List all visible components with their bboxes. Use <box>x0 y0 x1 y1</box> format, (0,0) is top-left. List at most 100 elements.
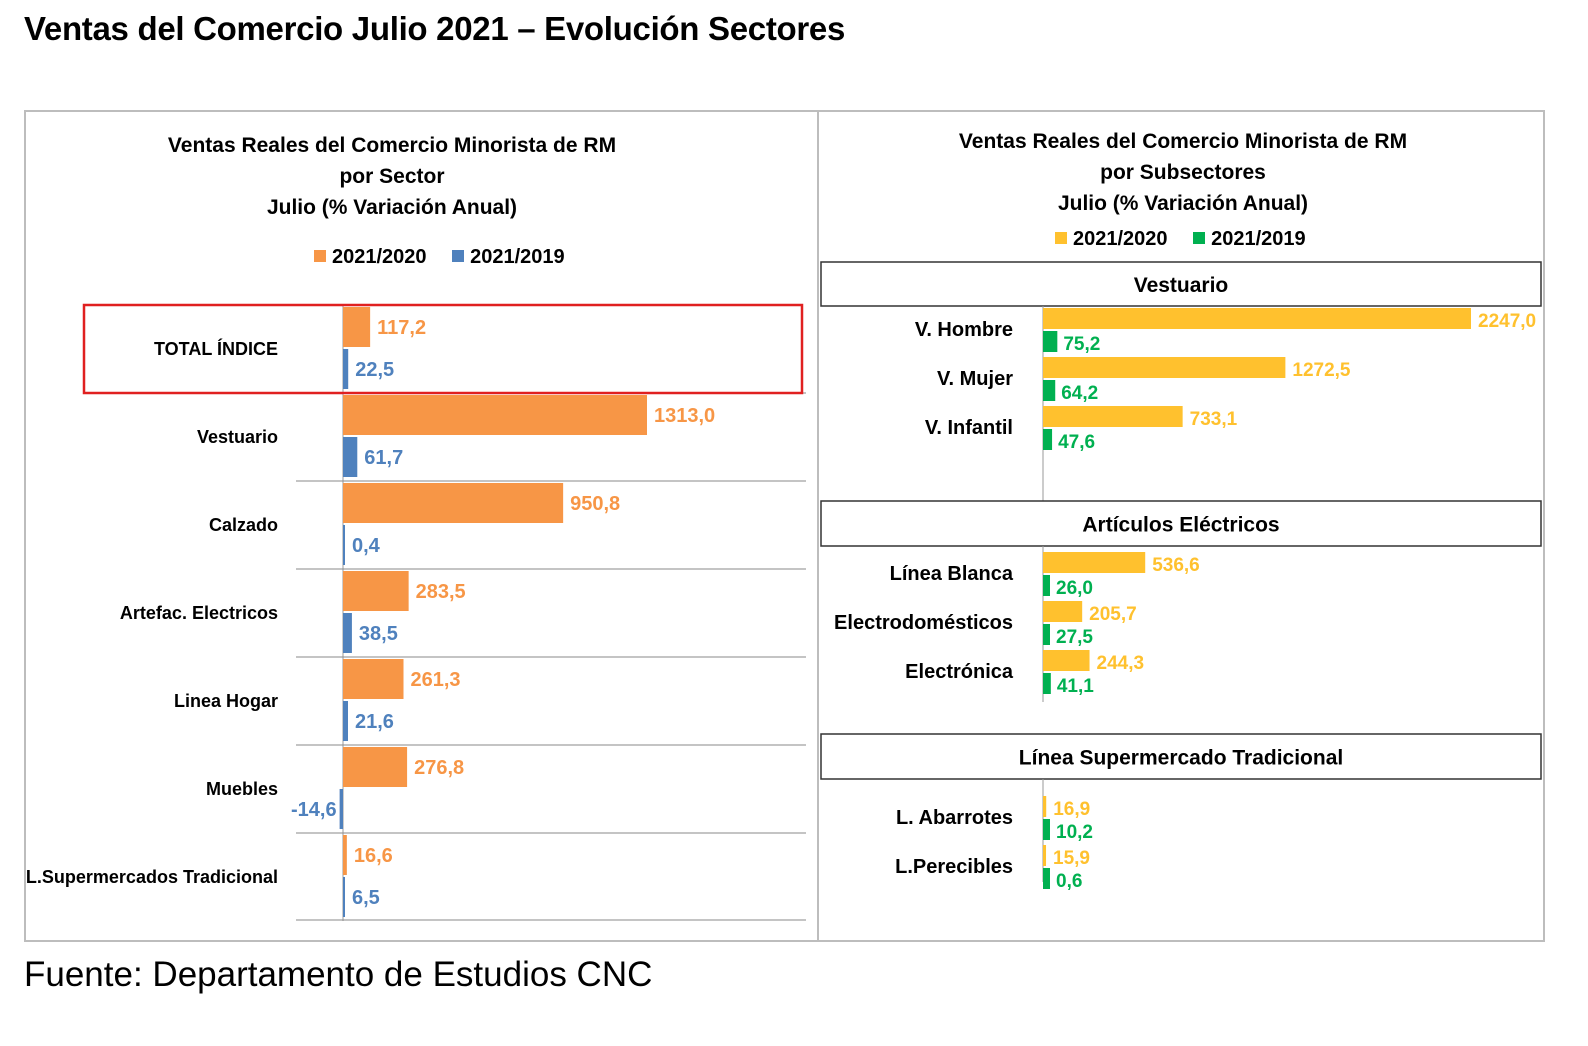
category-label-v-infantil: V. Infantil <box>925 417 1013 439</box>
data-label: 41,1 <box>1057 676 1094 697</box>
chart-title-line-2: por Sector <box>339 165 445 188</box>
bar-l-perecibles-2021-2020 <box>1043 845 1047 866</box>
legend-swatch-orange <box>314 249 326 262</box>
bar-artefac-electricos-2021-2019 <box>343 613 352 653</box>
legend-item-2021-2019: 2021/2019 <box>1193 228 1306 250</box>
legend-swatch-blue <box>452 249 465 262</box>
data-label: -14,6 <box>291 799 337 821</box>
data-label: 1272,5 <box>1292 360 1351 381</box>
bar-linea-blanca-2021-2020 <box>1043 552 1146 573</box>
data-label: 117,2 <box>377 317 426 339</box>
bar-linea-blanca-2021-2019 <box>1043 575 1050 596</box>
bar-calzado-2021-2019 <box>343 525 345 565</box>
bar-v-hombre-2021-2020 <box>1043 308 1471 329</box>
data-label: 15,9 <box>1053 848 1090 869</box>
bar-vestuario-2021-2019 <box>343 437 358 477</box>
data-label: 16,9 <box>1053 799 1090 820</box>
group-band-articulos-electricos <box>820 500 1542 547</box>
bar-v-mujer-2021-2020 <box>1043 357 1286 378</box>
data-label: 205,7 <box>1089 604 1137 625</box>
chart-title-sector: Ventas Reales del Comercio Minorista de … <box>26 130 758 223</box>
category-label-v-hombre: V. Hombre <box>915 319 1013 341</box>
data-label: 16,6 <box>354 845 393 867</box>
category-label-l-supermercados-tradicional: L.Supermercados Tradicional <box>26 867 278 887</box>
data-label: 10,2 <box>1056 822 1093 843</box>
bar-chart-subsector: Vestuario V. Hombre 2247,0 75,2 V. Mujer 1272… <box>820 261 1542 892</box>
data-label: 733,1 <box>1190 409 1238 430</box>
category-label-muebles: Muebles <box>206 779 278 799</box>
bar-vestuario-2021-2020 <box>343 395 647 435</box>
bar-electronica-2021-2020 <box>1043 650 1090 671</box>
data-label: 244,3 <box>1097 653 1145 674</box>
legend-item-2021-2020: 2021/2020 <box>314 246 432 268</box>
bar-linea-hogar-2021-2019 <box>343 701 349 741</box>
data-label: 2247,0 <box>1478 311 1536 332</box>
category-label-electronica: Electrónica <box>905 661 1014 683</box>
category-label-l-perecibles: L.Perecibles <box>895 856 1013 878</box>
legend-swatch-yellow <box>1055 231 1067 244</box>
group-label-articulos-electricos: Artículos Eléctricos <box>1082 514 1279 537</box>
chart-legend-sector: 2021/2020 2021/2019 <box>314 246 585 269</box>
legend-swatch-green <box>1193 231 1206 244</box>
data-label: 26,0 <box>1056 578 1093 599</box>
category-label-linea-blanca: Línea Blanca <box>890 563 1014 585</box>
data-label: 21,6 <box>355 711 394 733</box>
bar-l-supermercados-tradicional-2021-2019 <box>343 877 345 917</box>
chart-panel-by-sector: Ventas Reales del Comercio Minorista de … <box>24 110 819 942</box>
legend-label: 2021/2020 <box>1073 228 1168 250</box>
bar-l-supermercados-tradicional-2021-2020 <box>343 835 347 875</box>
bar-calzado-2021-2020 <box>343 483 564 523</box>
data-label: 276,8 <box>414 757 464 779</box>
bar-electrodomesticos-2021-2019 <box>1043 624 1050 645</box>
data-label: 64,2 <box>1061 383 1098 404</box>
data-label: 6,5 <box>352 887 380 909</box>
bar-linea-hogar-2021-2020 <box>343 659 404 699</box>
chart-title-line-2: por Subsectores <box>1100 161 1266 184</box>
group-label-vestuario: Vestuario <box>1134 274 1229 297</box>
bar-v-hombre-2021-2019 <box>1043 331 1058 352</box>
category-label-v-mujer: V. Mujer <box>937 368 1013 390</box>
chart-title-line-3: Julio (% Variación Anual) <box>266 196 518 219</box>
group-band-linea-supermercado-tradicional <box>820 733 1542 780</box>
page-title: Ventas del Comercio Julio 2021 – Evoluci… <box>24 10 846 47</box>
bar-electronica-2021-2019 <box>1043 673 1051 694</box>
bar-l-perecibles-2021-2019 <box>1043 868 1050 889</box>
data-label: 261,3 <box>410 669 460 691</box>
chart-title-line-1: Ventas Reales del Comercio Minorista de … <box>958 130 1408 153</box>
group-band-vestuario <box>820 261 1542 307</box>
data-label: 38,5 <box>359 623 398 645</box>
legend-label: 2021/2020 <box>332 246 427 268</box>
bar-total-indice-2021-2019 <box>343 349 349 389</box>
chart-title-line-1: Ventas Reales del Comercio Minorista de … <box>167 134 617 157</box>
data-label: 22,5 <box>355 359 394 381</box>
category-label-l-abarrotes: L. Abarrotes <box>896 807 1013 829</box>
category-label-total-indice: TOTAL ÍNDICE <box>154 338 278 359</box>
chart-legend-subsector: 2021/2020 2021/2019 <box>1055 228 1326 251</box>
source-note: Fuente: Departamento de Estudios CNC <box>24 955 653 994</box>
category-label-electrodomesticos: Electrodomésticos <box>834 612 1013 634</box>
bar-electrodomesticos-2021-2020 <box>1043 601 1083 622</box>
legend-label: 2021/2019 <box>1211 228 1306 250</box>
category-label-vestuario: Vestuario <box>197 427 278 447</box>
chart-title-line-3: Julio (% Variación Anual) <box>1057 192 1309 215</box>
bar-v-infantil-2021-2019 <box>1043 429 1053 450</box>
bar-v-infantil-2021-2020 <box>1043 406 1183 427</box>
legend-item-2021-2020: 2021/2020 <box>1055 228 1173 250</box>
data-label: 950,8 <box>570 493 620 515</box>
category-label-calzado: Calzado <box>209 515 278 535</box>
data-label: 47,6 <box>1058 432 1095 453</box>
data-label: 1313,0 <box>654 405 715 427</box>
bar-muebles-2021-2020 <box>343 747 408 787</box>
highlight-box-total-indice <box>82 303 804 395</box>
bar-chart-sector: TOTAL ÍNDICE 117,2 22,5 Vestuario 1313,0 61,7… <box>26 303 806 921</box>
bar-l-abarrotes-2021-2019 <box>1043 819 1050 840</box>
legend-item-2021-2019: 2021/2019 <box>452 246 565 268</box>
bar-v-mujer-2021-2019 <box>1043 380 1056 401</box>
legend-label: 2021/2019 <box>470 246 565 268</box>
chart-title-subsector: Ventas Reales del Comercio Minorista de … <box>819 126 1547 219</box>
bar-total-indice-2021-2020 <box>343 307 371 347</box>
bar-artefac-electricos-2021-2020 <box>343 571 409 611</box>
data-label: 61,7 <box>364 447 403 469</box>
data-label: 0,4 <box>352 535 381 557</box>
data-label: 27,5 <box>1056 627 1093 648</box>
